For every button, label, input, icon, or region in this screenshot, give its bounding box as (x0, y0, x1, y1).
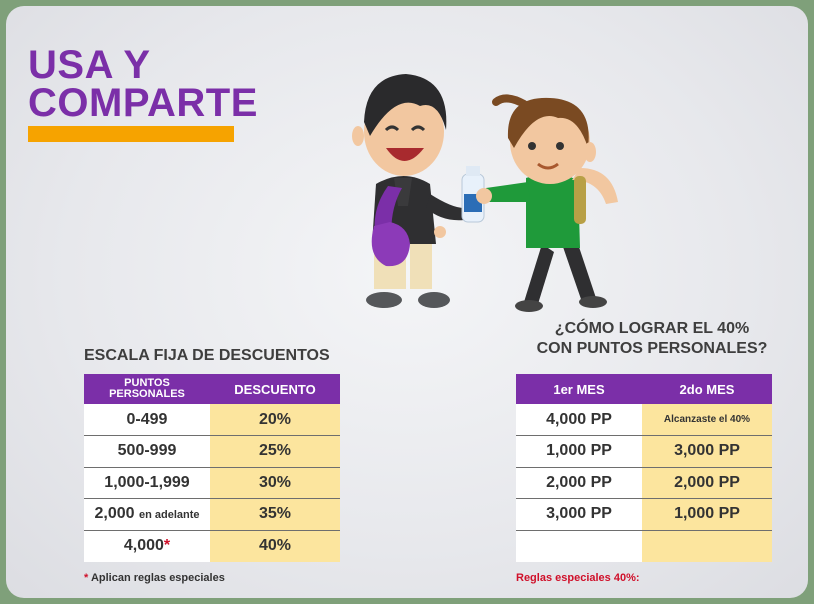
month-2-cell (642, 530, 772, 562)
page-title: USA Y COMPARTE (28, 43, 258, 125)
month-1-cell: 3,000 PP (516, 498, 642, 531)
asterisk-mark: * (163, 537, 171, 554)
column-header-points-line1: PUNTOS (124, 377, 170, 389)
points-value: 2,000 (94, 505, 135, 523)
title-underline (28, 126, 234, 142)
footnote-mark: * (84, 572, 89, 584)
column-header-discount: DESCUENTO (210, 374, 340, 404)
character-left (352, 74, 464, 308)
column-header-points-line2: PERSONALES (109, 388, 185, 400)
table-row: 4,000* 40% (84, 530, 340, 562)
column-header-points: PUNTOS PERSONALES (84, 374, 210, 404)
how-to-40-heading: ¿CÓMO LOGRAR EL 40% CON PUNTOS PERSONALE… (512, 319, 792, 359)
points-cell: 1,000-1,999 (84, 467, 210, 499)
month-2-cell: 1,000 PP (642, 498, 772, 531)
title-line-1: USA Y (28, 43, 151, 87)
month-1-cell (516, 530, 642, 562)
heading-line-1: ¿CÓMO LOGRAR EL 40% (554, 320, 750, 337)
table-row: 0-499 20% (84, 404, 340, 436)
month-2-cell: 3,000 PP (642, 435, 772, 468)
points-cell: 500-999 (84, 435, 210, 468)
discount-scale-heading: ESCALA FIJA DE DESCUENTOS (84, 347, 330, 364)
table-row: 4,000 PP Alcanzaste el 40% (516, 404, 772, 436)
column-header-month-2: 2do MES (642, 374, 772, 404)
table-row: 500-999 25% (84, 435, 340, 468)
points-cell: 0-499 (84, 404, 210, 436)
discount-cell: 40% (210, 530, 340, 562)
table-row: 3,000 PP 1,000 PP (516, 498, 772, 531)
table-row (516, 530, 772, 562)
title-line-2: COMPARTE (28, 81, 258, 125)
table-row: 1,000 PP 3,000 PP (516, 435, 772, 468)
discount-cell: 25% (210, 435, 340, 468)
table-header-row: 1er MES 2do MES (516, 374, 772, 404)
table-row: 1,000-1,999 30% (84, 467, 340, 499)
month-2-cell: Alcanzaste el 40% (642, 404, 772, 436)
sharing-illustration (352, 74, 618, 312)
points-suffix: en adelante (138, 509, 200, 522)
month-1-cell: 2,000 PP (516, 467, 642, 499)
character-right (476, 94, 618, 312)
points-cell: 4,000* (84, 530, 210, 562)
promo-card: USA Y COMPARTE (6, 6, 808, 598)
table-row: 2,000 PP 2,000 PP (516, 467, 772, 499)
footnote-text: Aplican reglas especiales (90, 572, 225, 584)
column-header-month-1: 1er MES (516, 374, 642, 404)
month-2-cell: 2,000 PP (642, 467, 772, 499)
heading-line-2: CON PUNTOS PERSONALES? (536, 340, 768, 357)
monthly-points-table: 1er MES 2do MES 4,000 PP Alcanzaste el 4… (516, 374, 772, 562)
discount-scale-table: PUNTOS PERSONALES DESCUENTO 0-499 20% 50… (84, 374, 340, 562)
points-cell: 2,000 en adelante (84, 498, 210, 531)
table-row: 2,000 en adelante 35% (84, 498, 340, 531)
month-1-cell: 4,000 PP (516, 404, 642, 436)
table-header-row: PUNTOS PERSONALES DESCUENTO (84, 374, 340, 404)
discount-cell: 20% (210, 404, 340, 436)
discount-cell: 35% (210, 498, 340, 531)
discount-cell: 30% (210, 467, 340, 499)
points-value: 4,000 (123, 537, 164, 554)
month-1-cell: 1,000 PP (516, 435, 642, 468)
special-rules-footnote: * Aplican reglas especiales (84, 572, 225, 584)
special-rules-40-footnote: Reglas especiales 40%: (516, 572, 640, 584)
